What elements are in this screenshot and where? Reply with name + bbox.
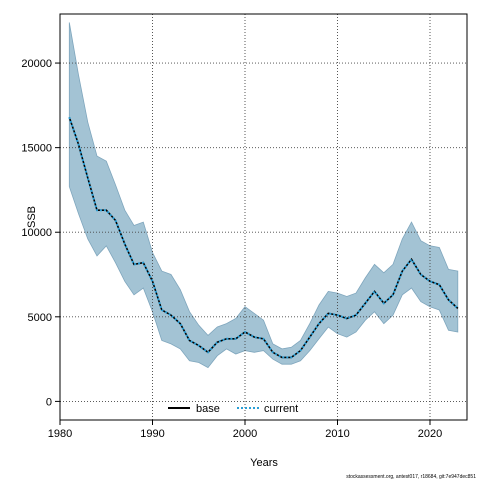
source-footnote: stockassessment.org, antest017, r18684, … [346,474,476,480]
y-tick-label-10000: 10000 [21,227,52,239]
y-tick-label-15000: 15000 [21,143,52,155]
x-axis-ticks: 1980 1990 2000 2010 2020 [48,420,442,440]
x-tick-label-2000: 2000 [233,428,257,440]
y-axis-title: SSB [26,206,38,228]
series-layer [68,116,459,359]
grid-layer [59,14,467,420]
x-axis-title: Years [250,457,278,469]
x-tick-label-2010: 2010 [325,428,349,440]
legend-label-base: base [196,403,220,415]
y-tick-label-20000: 20000 [21,58,52,70]
legend: base current [168,403,298,415]
legend-label-current: current [264,403,298,415]
plot-frame [59,13,468,421]
x-tick-label-2020: 2020 [418,428,442,440]
confidence-band [68,22,459,369]
y-tick-label-0: 0 [46,396,52,408]
x-tick-label-1980: 1980 [48,428,72,440]
x-tick-label-1990: 1990 [140,428,164,440]
series-line-current [68,116,459,359]
confidence-band-layer [68,22,459,369]
y-axis-ticks: 0 5000 10000 15000 20000 [21,58,60,408]
y-tick-label-5000: 5000 [28,312,52,324]
